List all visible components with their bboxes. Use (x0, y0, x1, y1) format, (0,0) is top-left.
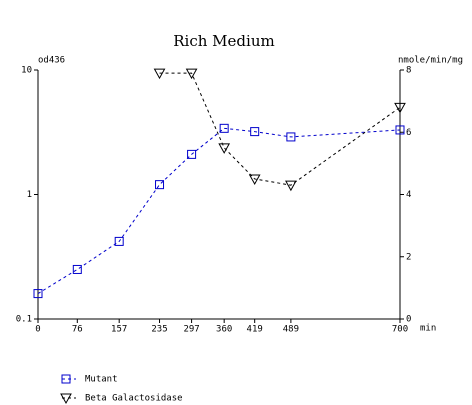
y2-tick-label: 6 (406, 128, 411, 138)
y2-tick-label: 0 (406, 315, 411, 325)
x-axis-label: min (420, 324, 436, 334)
x-tick-label: 0 (35, 325, 40, 335)
y2-tick-label: 2 (406, 252, 411, 262)
x-tick-label: 419 (247, 325, 263, 335)
marker (155, 180, 165, 190)
y2-axis-label: nmole/min/mg (398, 56, 463, 66)
x-tick-label: 700 (392, 325, 408, 335)
legend-marker (60, 393, 72, 405)
x-tick-label: 76 (72, 325, 83, 335)
y-tick-label: 1 (27, 190, 32, 200)
marker (114, 236, 124, 246)
x-tick-label: 235 (151, 325, 167, 335)
marker (286, 132, 296, 142)
x-tick-label: 157 (111, 325, 127, 335)
x-tick-label: 360 (216, 325, 232, 335)
x-tick-label: 297 (183, 325, 199, 335)
legend-marker (61, 374, 71, 384)
x-tick-label: 489 (283, 325, 299, 335)
marker (185, 68, 198, 80)
marker (248, 174, 261, 185)
marker (250, 127, 260, 137)
legend-label: Mutant (85, 375, 118, 385)
y-tick-label: 0.1 (16, 315, 32, 325)
marker (219, 123, 229, 133)
y2-tick-label: 4 (406, 190, 411, 200)
marker (72, 264, 82, 274)
marker (153, 68, 166, 80)
marker (33, 289, 43, 299)
marker (394, 102, 406, 114)
legend-label: Beta Galactosidase (85, 394, 183, 404)
series-line (159, 72, 401, 186)
marker (187, 149, 197, 159)
chart-title: Rich Medium (173, 32, 274, 50)
marker (395, 125, 405, 135)
series-line (37, 127, 401, 295)
y-axis-label: od436 (38, 56, 65, 66)
y2-tick-label: 8 (406, 66, 411, 76)
marker (285, 180, 297, 192)
marker (218, 143, 231, 154)
y-tick-label: 10 (21, 66, 32, 76)
